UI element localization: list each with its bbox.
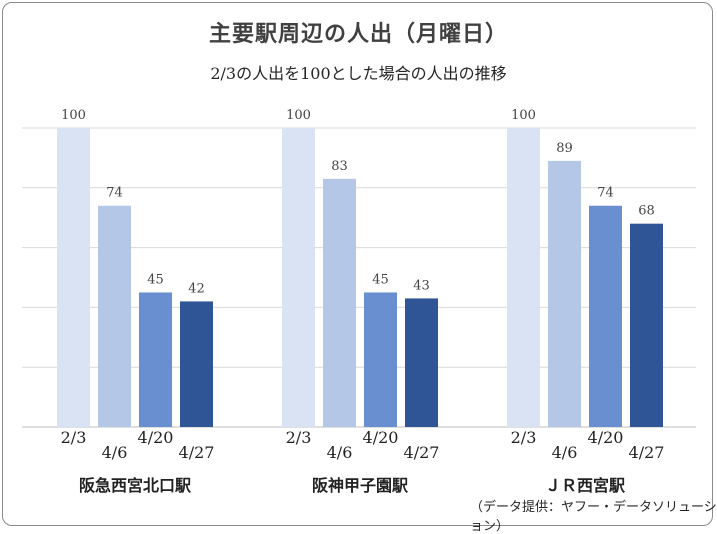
data-label: 68	[638, 204, 655, 219]
x-tick-label: 2/3	[286, 428, 312, 447]
x-tick-label: 4/27	[179, 443, 215, 462]
data-label: 74	[106, 186, 123, 201]
station-label: 阪急西宮北口駅	[79, 476, 192, 495]
data-label: 45	[147, 272, 164, 287]
bar	[139, 292, 172, 427]
bar	[364, 292, 397, 427]
station-label: ＪＲ西宮駅	[545, 476, 626, 495]
data-label: 83	[331, 159, 348, 174]
data-label: 100	[511, 108, 536, 123]
x-tick-label: 4/6	[102, 443, 128, 462]
x-tick-label: 4/20	[138, 428, 174, 447]
chart-title: 主要駅周辺の人出（月曜日）	[208, 21, 508, 47]
bar	[57, 128, 90, 427]
chart-subtitle: 2/3の人出を100とした場合の人出の推移	[210, 64, 507, 83]
x-tick-label: 4/27	[404, 443, 440, 462]
data-label: 42	[188, 281, 205, 296]
data-label: 43	[413, 278, 430, 293]
bar	[180, 301, 213, 427]
bar	[548, 160, 581, 427]
x-tick-label: 4/27	[629, 443, 665, 462]
bar	[405, 298, 438, 427]
bar	[630, 223, 663, 427]
bar	[589, 205, 622, 427]
bar	[98, 205, 131, 427]
x-tick-label: 4/6	[327, 443, 353, 462]
data-label: 100	[286, 108, 311, 123]
x-tick-label: 4/20	[363, 428, 399, 447]
data-label: 45	[372, 272, 389, 287]
data-label: 100	[61, 108, 86, 123]
x-tick-label: 4/20	[588, 428, 624, 447]
data-label: 89	[556, 141, 573, 156]
bar	[323, 178, 356, 427]
station-label: 阪神甲子園駅	[312, 476, 409, 495]
data-label: 74	[597, 186, 614, 201]
bar	[282, 128, 315, 427]
x-tick-label: 2/3	[61, 428, 87, 447]
bar	[507, 128, 540, 427]
data-source-note: （データ提供：ヤフー・データソリューション）	[470, 500, 717, 534]
x-tick-label: 4/6	[552, 443, 578, 462]
x-tick-label: 2/3	[511, 428, 537, 447]
